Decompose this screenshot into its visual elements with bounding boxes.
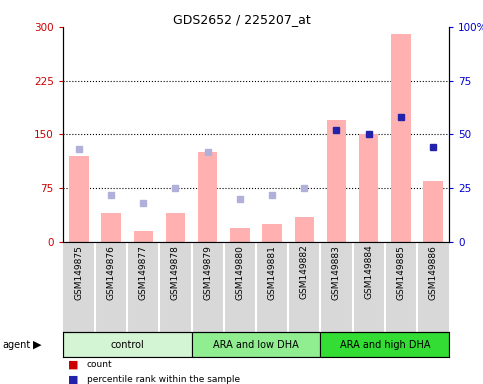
Text: GDS2652 / 225207_at: GDS2652 / 225207_at xyxy=(172,13,311,26)
Text: GSM149878: GSM149878 xyxy=(171,245,180,300)
Text: GSM149876: GSM149876 xyxy=(107,245,115,300)
Text: GSM149883: GSM149883 xyxy=(332,245,341,300)
Bar xyxy=(359,134,378,242)
Text: ▶: ▶ xyxy=(33,339,42,350)
Bar xyxy=(63,332,192,357)
Text: GSM149885: GSM149885 xyxy=(397,245,405,300)
Text: ■: ■ xyxy=(68,374,78,384)
Text: count: count xyxy=(87,360,113,369)
Text: agent: agent xyxy=(2,339,30,350)
Bar xyxy=(424,181,443,242)
Text: ARA and low DHA: ARA and low DHA xyxy=(213,339,299,350)
Text: GSM149882: GSM149882 xyxy=(300,245,309,300)
Text: control: control xyxy=(110,339,144,350)
Text: GSM149879: GSM149879 xyxy=(203,245,212,300)
Text: GSM149880: GSM149880 xyxy=(235,245,244,300)
Bar xyxy=(101,213,121,242)
Text: GSM149884: GSM149884 xyxy=(364,245,373,300)
Bar xyxy=(295,217,314,242)
Bar xyxy=(230,228,250,242)
Bar xyxy=(192,332,320,357)
Bar xyxy=(262,224,282,242)
Text: GSM149875: GSM149875 xyxy=(74,245,84,300)
Text: ARA and high DHA: ARA and high DHA xyxy=(340,339,430,350)
Text: GSM149881: GSM149881 xyxy=(268,245,277,300)
Bar xyxy=(69,156,88,242)
Text: percentile rank within the sample: percentile rank within the sample xyxy=(87,375,240,384)
Bar xyxy=(391,34,411,242)
Bar xyxy=(134,231,153,242)
Bar xyxy=(198,152,217,242)
Text: GSM149877: GSM149877 xyxy=(139,245,148,300)
Bar xyxy=(320,332,449,357)
Bar xyxy=(166,213,185,242)
Text: ■: ■ xyxy=(68,360,78,370)
Text: GSM149886: GSM149886 xyxy=(428,245,438,300)
Bar xyxy=(327,120,346,242)
